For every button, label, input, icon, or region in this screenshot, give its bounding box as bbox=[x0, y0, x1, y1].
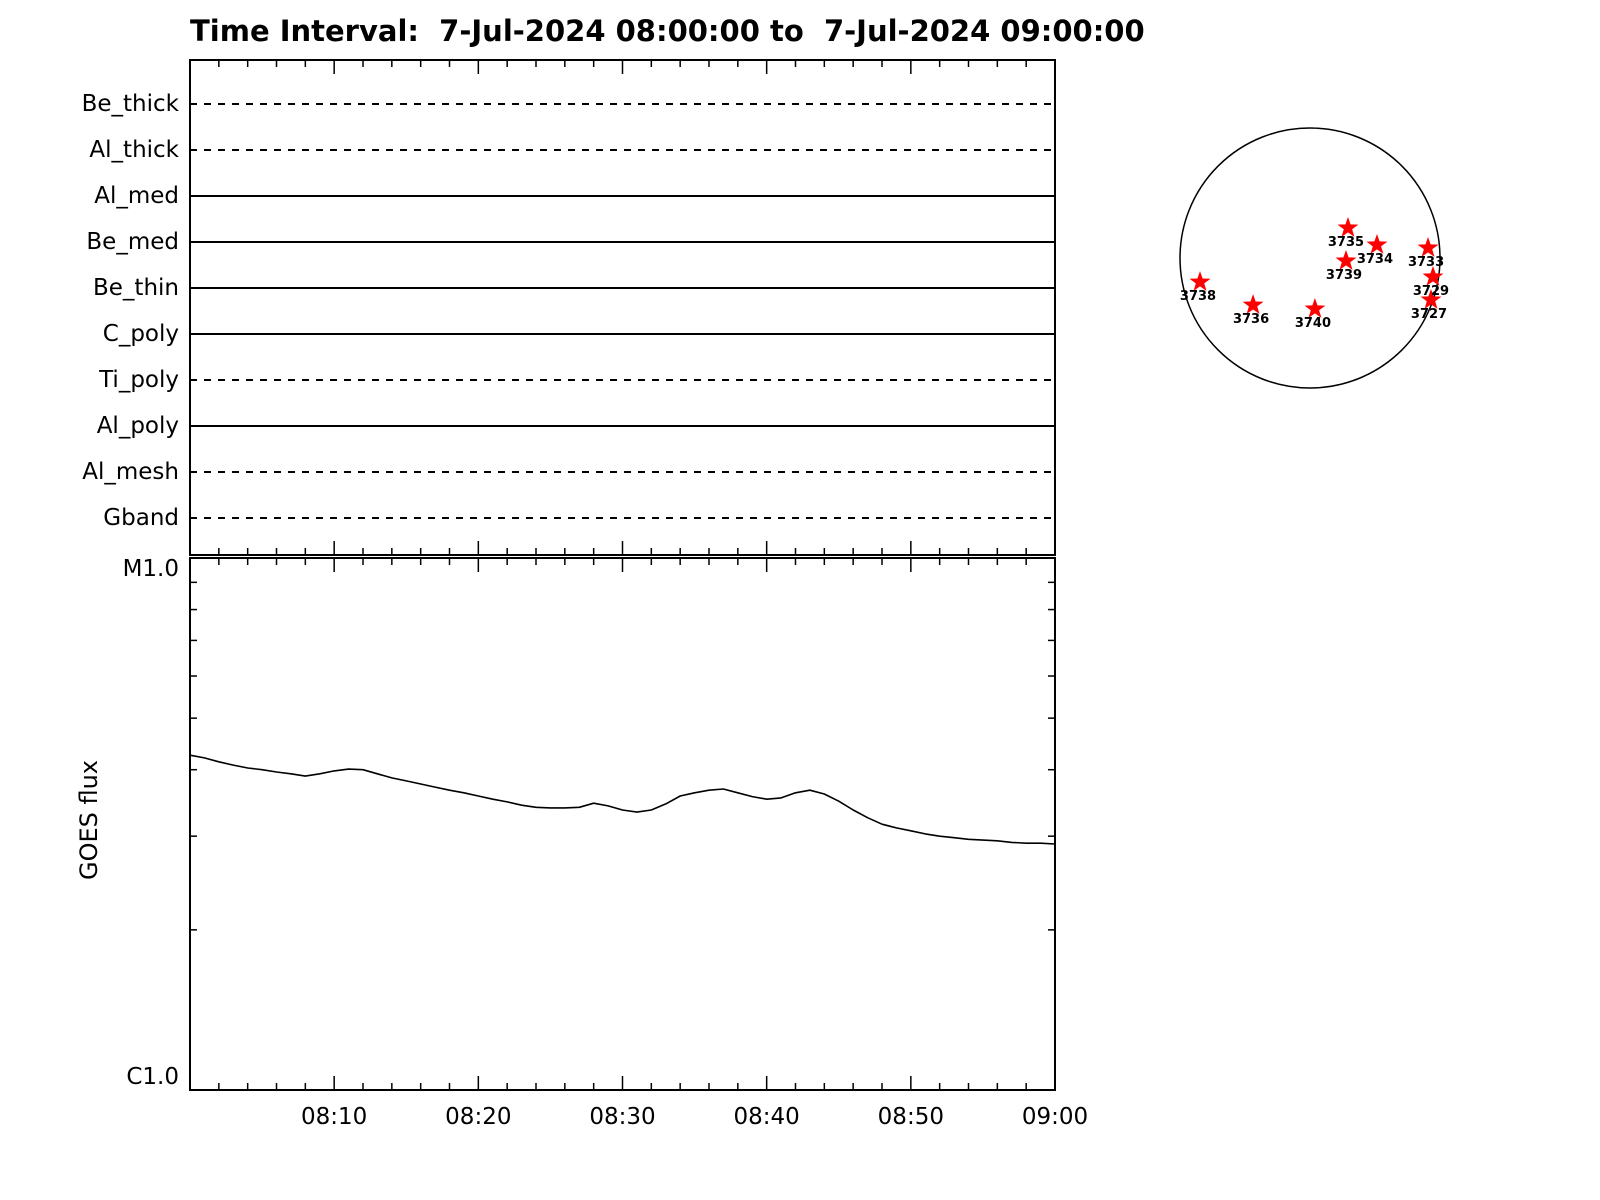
active-region-marker-3739 bbox=[1335, 250, 1357, 270]
filter-label-Be_med: Be_med bbox=[86, 229, 179, 255]
goes-y-bottom-label: C1.0 bbox=[126, 1064, 179, 1090]
x-tick-label-08:40: 08:40 bbox=[733, 1104, 800, 1130]
active-region-marker-3736 bbox=[1242, 294, 1264, 314]
filter-label-Al_thick: Al_thick bbox=[89, 137, 179, 163]
goes-y-top-label: M1.0 bbox=[122, 556, 179, 582]
active-region-marker-3729 bbox=[1422, 266, 1444, 286]
x-tick-label-08:10: 08:10 bbox=[301, 1104, 368, 1130]
active-region-label-3729: 3729 bbox=[1412, 283, 1450, 299]
active-region-label-3738: 3738 bbox=[1179, 289, 1217, 305]
goes-y-axis-title: GOES flux bbox=[75, 759, 103, 881]
active-region-marker-3734 bbox=[1366, 234, 1388, 254]
filter-label-Al_mesh: Al_mesh bbox=[82, 459, 179, 485]
active-region-label-3733: 3733 bbox=[1407, 254, 1445, 270]
active-region-label-3736: 3736 bbox=[1232, 312, 1270, 328]
filter-label-Al_med: Al_med bbox=[94, 183, 179, 209]
filter-label-Al_poly: Al_poly bbox=[96, 413, 179, 439]
active-region-marker-3738 bbox=[1189, 271, 1211, 291]
active-region-marker-3740 bbox=[1304, 298, 1326, 318]
solar-limb-circle bbox=[1179, 127, 1441, 389]
active-region-label-3734: 3734 bbox=[1356, 252, 1394, 267]
filter-panel-border bbox=[189, 59, 1056, 556]
x-tick-label-08:30: 08:30 bbox=[589, 1104, 656, 1130]
goes-flux-curve bbox=[189, 754, 1056, 845]
x-tick-label-09:00: 09:00 bbox=[1021, 1104, 1089, 1130]
filter-label-Gband: Gband bbox=[103, 505, 179, 531]
active-region-label-3739: 3739 bbox=[1325, 267, 1363, 283]
filter-label-C_poly: C_poly bbox=[102, 321, 179, 347]
filter-label-Be_thin: Be_thin bbox=[93, 275, 179, 301]
goes-panel-border bbox=[189, 557, 1056, 1091]
active-region-marker-3735 bbox=[1337, 217, 1359, 237]
plot-title: Time Interval: 7-Jul-2024 08:00:00 to 7-… bbox=[190, 14, 1145, 48]
x-tick-label-08:50: 08:50 bbox=[877, 1104, 944, 1130]
filter-label-Be_thick: Be_thick bbox=[81, 91, 179, 117]
active-region-label-3735: 3735 bbox=[1327, 234, 1365, 250]
active-region-marker-3733 bbox=[1417, 237, 1439, 257]
active-region-marker-3727 bbox=[1420, 289, 1442, 309]
x-tick-label-08:20: 08:20 bbox=[445, 1104, 512, 1130]
filter-label-Ti_poly: Ti_poly bbox=[99, 367, 179, 393]
active-region-label-3727: 3727 bbox=[1410, 306, 1448, 322]
active-region-label-3740: 3740 bbox=[1294, 315, 1332, 331]
